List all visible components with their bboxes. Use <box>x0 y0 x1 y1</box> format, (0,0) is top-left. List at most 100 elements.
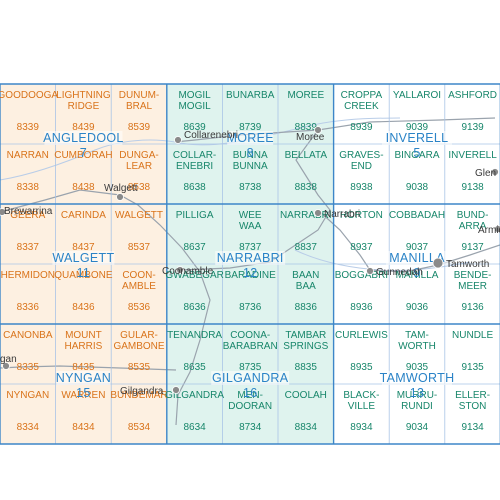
town-marker <box>116 193 124 201</box>
sheet-cell[interactable] <box>333 84 390 144</box>
sheet-name-label: HERMIDON <box>1 270 55 281</box>
sheet-cell[interactable] <box>166 264 223 324</box>
sheet-name-label: INVERELL <box>448 150 497 161</box>
sheet-cell[interactable] <box>166 204 223 264</box>
sheet-cell[interactable] <box>55 264 112 324</box>
town-label: Walgett <box>104 183 138 194</box>
sheet-name-label: TAM- <box>405 330 429 341</box>
town-marker <box>2 362 10 370</box>
sheet-cell[interactable] <box>0 204 56 264</box>
sheet-name-label: MOGIL <box>178 90 211 101</box>
sheet-cell[interactable] <box>278 264 334 324</box>
sheet-name-label: CARINDA <box>61 210 106 221</box>
sheet-cell[interactable] <box>444 264 500 324</box>
sheet-cell[interactable] <box>222 384 278 444</box>
sheet-number-label: 9134 <box>461 422 484 433</box>
sheet-name-label: PILLIGA <box>176 210 214 221</box>
sheet-name-label: LIGHTNING <box>56 90 111 101</box>
sheet-number-label: 9037 <box>406 242 429 253</box>
sheet-number-label: 8438 <box>72 182 95 193</box>
sheet-cell[interactable] <box>0 324 56 384</box>
sheet-cell[interactable] <box>389 384 445 444</box>
sheet-cell[interactable] <box>0 264 56 324</box>
sheet-name-label: TENANDRA <box>167 330 222 341</box>
sheet-name-label: QUAMBONE <box>54 270 113 281</box>
sheet-cell[interactable] <box>278 204 334 264</box>
sheet-number-label: 9139 <box>461 122 484 133</box>
block-name-label: NYNGAN <box>56 371 111 385</box>
town-label: gan <box>0 354 17 365</box>
block-number-label: 7 <box>80 146 87 160</box>
sheet-cell[interactable] <box>333 324 390 384</box>
sheet-cell[interactable] <box>278 144 334 204</box>
block-number-label: 16 <box>243 386 258 400</box>
sheet-number-label: 8737 <box>239 242 262 253</box>
sheet-name-label: BUND- <box>457 210 489 221</box>
sheet-number-label: 8634 <box>183 422 206 433</box>
sheet-name-label: CANONBA <box>3 330 53 341</box>
sheet-cell[interactable] <box>111 204 167 264</box>
sheet-cell[interactable] <box>111 264 167 324</box>
sheet-number-label: 8939 <box>350 122 373 133</box>
block-label-bg <box>56 371 111 385</box>
sheet-name-label: NARRABRI <box>280 210 332 221</box>
town-marker <box>494 225 500 233</box>
sheet-name-label: BARADINE <box>225 270 276 281</box>
sheet-cell[interactable] <box>333 264 390 324</box>
sheet-cell[interactable] <box>333 144 390 204</box>
sheet-name-label: RUNDI <box>401 401 433 412</box>
sheet-cell[interactable] <box>389 144 445 204</box>
sheet-cell[interactable] <box>222 264 278 324</box>
block-number-label: 9 <box>413 266 420 280</box>
block-name-label: GILGANDRA <box>212 371 289 385</box>
sheet-cell[interactable] <box>222 144 278 204</box>
sheet-cell[interactable] <box>444 84 500 144</box>
sheet-cell[interactable] <box>444 324 500 384</box>
block-label-bg <box>382 371 452 385</box>
sheet-cell[interactable] <box>278 384 334 444</box>
sheet-name-label: CUMBORAH <box>54 150 112 161</box>
sheet-name-label: DOORAN <box>228 401 272 412</box>
sheet-cell[interactable] <box>0 384 56 444</box>
sheet-name-label: COLLAR- <box>173 150 216 161</box>
sheet-number-label: 8334 <box>17 422 40 433</box>
block-label-bg <box>227 131 274 145</box>
sheet-number-label: 9039 <box>406 122 429 133</box>
sheet-number-label: 8736 <box>239 302 262 313</box>
sheet-name-label: END <box>351 161 372 172</box>
sheet-cell[interactable] <box>389 264 445 324</box>
sheet-cell[interactable] <box>166 384 223 444</box>
sheet-cell[interactable] <box>444 144 500 204</box>
sheet-name-label: YALLAROI <box>393 90 441 101</box>
sheet-number-label: 9038 <box>406 182 429 193</box>
sheet-number-label: 8937 <box>350 242 373 253</box>
sheet-cell[interactable] <box>55 384 112 444</box>
sheet-name-label: NARRAN <box>7 150 49 161</box>
sheet-number-label: 8734 <box>239 422 262 433</box>
sheet-cell[interactable] <box>111 384 167 444</box>
sheet-name-label: STON <box>459 401 487 412</box>
sheet-cell[interactable] <box>278 84 334 144</box>
road-line <box>0 365 177 371</box>
sheet-name-label: DUNUM- <box>119 90 160 101</box>
block-label-bg <box>386 251 448 265</box>
sheet-number-label: 8636 <box>183 302 206 313</box>
sheet-cell[interactable] <box>111 324 167 384</box>
town-marker <box>432 257 444 269</box>
block-name-label: MANILLA <box>389 251 445 265</box>
sheet-number-label: 8834 <box>295 422 318 433</box>
sheet-name-label: ENEBRI <box>176 161 213 172</box>
sheet-number-label: 8938 <box>350 182 373 193</box>
sheet-cell[interactable] <box>166 144 223 204</box>
sheet-name-label: MANILLA <box>396 270 439 281</box>
block-number-label: 5 <box>413 146 420 160</box>
sheet-cell[interactable] <box>444 384 500 444</box>
sheet-cell[interactable] <box>166 84 223 144</box>
sheet-name-label: CROPPA <box>341 90 383 101</box>
sheet-cell[interactable] <box>333 384 390 444</box>
town-label: Moree <box>296 132 325 143</box>
road-line <box>0 189 121 213</box>
sheet-name-label: BENDE- <box>454 270 492 281</box>
sheet-number-label: 8635 <box>183 362 206 373</box>
block-number-label: 11 <box>77 266 91 280</box>
